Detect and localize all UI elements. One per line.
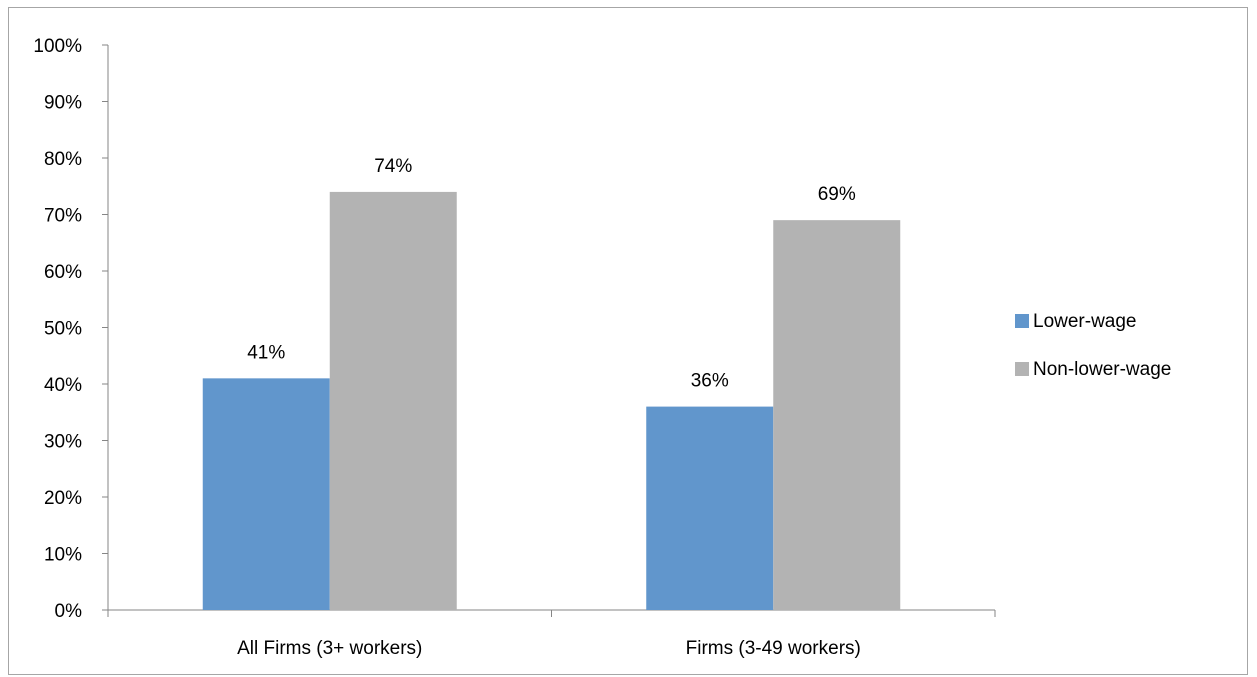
x-category-label: All Firms (3+ workers) (237, 638, 422, 659)
legend-label: Non-lower-wage (1033, 359, 1171, 380)
legend-label: Lower-wage (1033, 311, 1137, 332)
legend: Lower-wage Non-lower-wage (1015, 311, 1171, 380)
y-tick-label: 0% (55, 601, 83, 622)
y-tick-label: 20% (44, 488, 82, 509)
legend-swatch (1015, 362, 1029, 376)
y-tick-label: 10% (44, 545, 82, 566)
data-label: 74% (374, 156, 412, 177)
data-label: 69% (818, 184, 856, 205)
y-tick-label: 70% (44, 206, 82, 227)
y-tick-label: 30% (44, 432, 82, 453)
labels: 41% 74% All Firms (3+ workers) 36% 69% Firms … (237, 156, 861, 659)
y-tick-label: 100% (33, 36, 82, 57)
data-label: 41% (247, 342, 285, 363)
bar-lower-wage (202, 378, 330, 610)
data-label: 36% (691, 371, 729, 392)
y-tick-label: 50% (44, 319, 82, 340)
legend-swatch (1015, 314, 1029, 328)
y-tick-label: 80% (44, 149, 82, 170)
bar-lower-wage (646, 406, 774, 610)
y-tick-label: 40% (44, 375, 82, 396)
bar-non-lower-wage (773, 220, 901, 610)
bar-non-lower-wage (329, 191, 457, 610)
y-tick-label: 60% (44, 262, 82, 283)
bars (202, 191, 901, 610)
x-category-label: Firms (3-49 workers) (686, 638, 861, 659)
y-tick-label: 90% (44, 93, 82, 114)
